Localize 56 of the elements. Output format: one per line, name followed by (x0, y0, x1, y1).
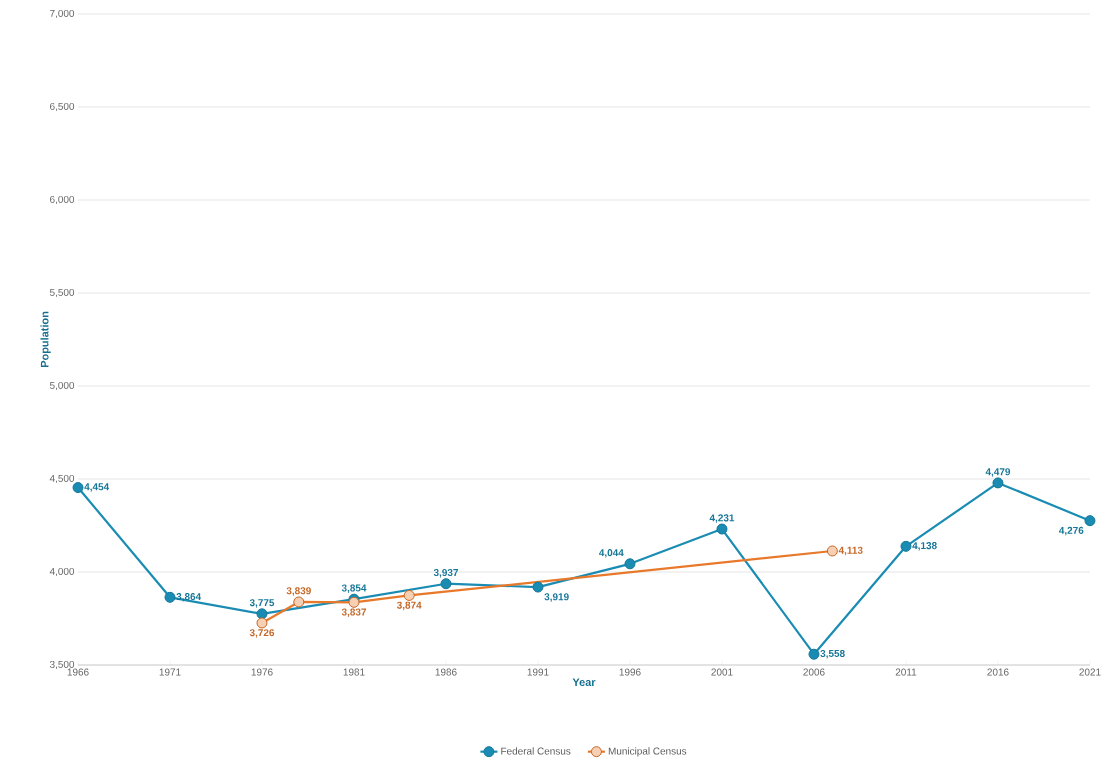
point (1084, 515, 1096, 527)
data-label: 4,454 (84, 483, 110, 492)
x-tick-label: 1986 (435, 668, 457, 676)
point (256, 617, 268, 629)
data-label: 3,864 (176, 593, 202, 602)
y-tick-label: 6,000 (50, 195, 75, 205)
data-label: 4,479 (985, 468, 1011, 477)
point (900, 540, 912, 552)
x-tick-label: 1991 (527, 668, 549, 676)
x-tick-label: 1996 (619, 668, 641, 676)
data-label: 3,726 (249, 629, 275, 638)
point (992, 477, 1004, 489)
data-label: 3,839 (286, 587, 311, 596)
data-label: 4,044 (599, 549, 624, 558)
x-tick-label: 2006 (803, 668, 825, 676)
y-tick-label: 5,500 (49, 288, 75, 298)
y-tick-label: 4,000 (49, 567, 75, 577)
y-tick-label: 4,500 (49, 474, 75, 484)
point (72, 482, 84, 494)
legend-label: Municipal Census (608, 747, 687, 757)
y-tick-label: 7,000 (50, 9, 75, 19)
point (716, 523, 728, 535)
data-label: 4,231 (709, 514, 735, 523)
data-label: 3,558 (820, 649, 845, 659)
point (164, 591, 176, 603)
data-label: 4,276 (1058, 526, 1084, 536)
legend-label: Federal Census (501, 747, 571, 755)
point (532, 581, 544, 593)
data-label: 3,837 (341, 608, 367, 618)
x-tick-label: 2016 (987, 668, 1009, 676)
data-label: 3,919 (544, 593, 569, 602)
data-label: 3,775 (249, 599, 275, 608)
y-tick-label: 6,500 (50, 102, 75, 112)
data-label: 3,937 (433, 569, 459, 578)
point (624, 558, 636, 570)
x-tick-label: 2001 (711, 668, 733, 676)
y-axis-title: Population (40, 311, 51, 368)
y-tick-label: 3,500 (49, 660, 75, 670)
data-label: 3,874 (396, 601, 422, 611)
y-tick-label: 5,000 (49, 381, 75, 391)
x-tick-label: 1966 (67, 668, 89, 676)
point (808, 648, 820, 660)
x-tick-label: 2011 (895, 668, 917, 676)
point (440, 578, 452, 590)
x-tick-label: 1976 (251, 668, 273, 676)
point (826, 545, 838, 557)
x-axis-title: Year (572, 678, 596, 687)
point (293, 596, 305, 608)
point (256, 608, 268, 620)
point (403, 589, 415, 601)
x-tick-label: 1971 (159, 668, 181, 676)
x-tick-label: 2021 (1079, 668, 1101, 676)
data-label: 4,138 (912, 542, 937, 551)
data-label: 4,113 (838, 546, 863, 556)
x-tick-label: 1981 (343, 668, 365, 676)
data-label: 3,854 (341, 584, 367, 593)
